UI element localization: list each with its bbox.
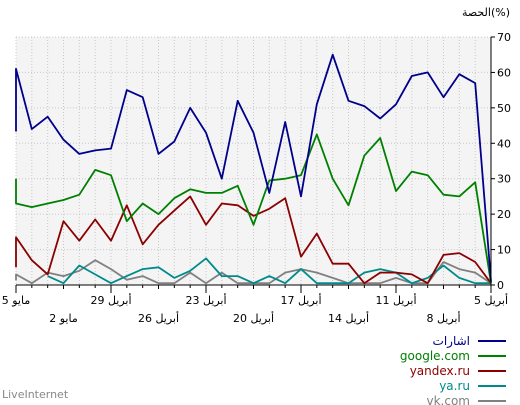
- series-line: [15, 195, 492, 285]
- series-line: [15, 133, 492, 284]
- x-tick-label: 2 مايو: [49, 312, 78, 325]
- legend-label: ya.ru: [439, 379, 470, 393]
- legend-label: اشارات: [433, 334, 470, 349]
- series-lines: [15, 53, 492, 285]
- y-tick-label: 10: [497, 244, 511, 257]
- y-tick-label: 40: [497, 137, 511, 150]
- series-line: [15, 259, 492, 285]
- x-tick-label: 5 مايو: [2, 294, 31, 307]
- series-line: [47, 257, 491, 285]
- x-tick-label: 11 أبريل: [375, 293, 416, 307]
- series-line: [15, 53, 492, 282]
- footer-brand: LiveInternet: [2, 388, 69, 401]
- x-tick-label: 5 أبريل: [474, 293, 508, 307]
- y-tick-label: 60: [497, 66, 511, 79]
- y-tick-label: 20: [497, 208, 511, 221]
- axes: 0 10 20 30 40 50 60 70 5 أبريل 8 أبريل 11 أبريل 14 …: [2, 31, 511, 325]
- legend-label: yandex.ru: [410, 364, 470, 378]
- y-tick-label: 50: [497, 102, 511, 115]
- x-tick-label: 29 أبريل: [90, 293, 131, 307]
- x-tick-label: 23 أبريل: [185, 293, 226, 307]
- x-tick-label: 17 أبريل: [280, 293, 321, 307]
- y-axis-title: الحصة(%): [462, 6, 510, 19]
- y-tick-label: 30: [497, 173, 511, 186]
- x-tick-label: 20 أبريل: [233, 311, 274, 325]
- y-tick-label: 0: [497, 279, 504, 292]
- x-tick-label: 26 أبريل: [138, 311, 179, 325]
- legend-label: vk.com: [427, 394, 471, 405]
- x-tick-label: 14 أبريل: [328, 311, 369, 325]
- x-tick-label: 8 أبريل: [426, 311, 460, 325]
- y-tick-label: 70: [497, 31, 511, 44]
- legend-label: google.com: [400, 349, 470, 363]
